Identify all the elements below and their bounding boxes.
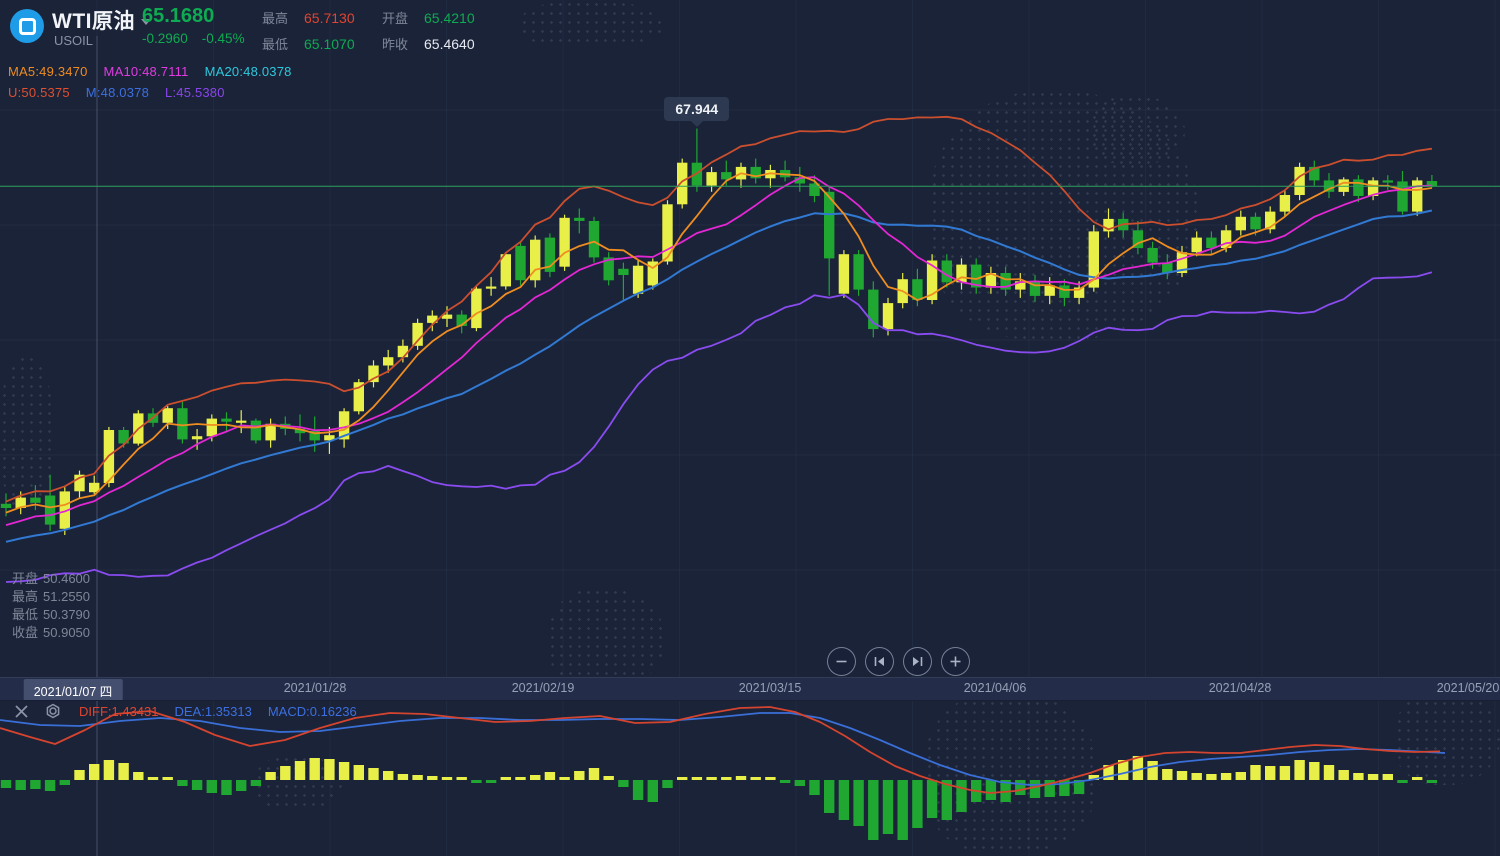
quote-stat-value: 65.4640	[424, 35, 475, 52]
date-label: 2021/02/19	[511, 681, 575, 695]
boll-legend: U:50.5375 M:48.0378 L:45.5380	[8, 85, 241, 100]
boll-lower-value: L:45.5380	[165, 85, 225, 100]
symbol-selector[interactable]: WTI原油	[52, 5, 151, 35]
price-change: -0.2960 -0.45%	[142, 31, 259, 46]
map-dots	[1090, 95, 1185, 165]
chevron-down-icon	[140, 19, 151, 25]
boll-mid-value: M:48.0378	[85, 85, 150, 100]
quote-stat-label: 最高	[262, 11, 289, 26]
ma5-value: MA5:49.3470	[8, 64, 88, 79]
zoom-in-button[interactable]	[941, 647, 970, 676]
quote-stat-value: 65.1070	[304, 35, 355, 52]
header: WTI原油 USOIL 65.1680 -0.2960 -0.45% 最高 65.7…	[0, 0, 1500, 56]
map-dots	[520, 0, 665, 48]
last-price: 65.1680	[142, 5, 215, 27]
symbol-code: USOIL	[54, 33, 94, 48]
quote-stats: 最高 65.7130 开盘 65.4210 最低 65.1070 昨收 65.4640	[262, 8, 498, 53]
ohlc-tooltip-row: 收盘 50.9050	[12, 625, 91, 640]
date-label: 2021/05/20	[1436, 681, 1500, 695]
date-label: 2021/01/28	[283, 681, 347, 695]
step-forward-button[interactable]	[903, 647, 932, 676]
quote-stat-label: 开盘	[382, 11, 409, 26]
boll-upper-value: U:50.5375	[8, 85, 70, 100]
change-percent: -0.45%	[201, 31, 245, 46]
skip-forward-icon	[913, 657, 923, 666]
macd-header: DIFF:1.43431 DEA:1.35313 MACD:0.16236	[0, 700, 1500, 722]
symbol-name: WTI原油	[52, 10, 135, 33]
indicator-settings-button[interactable]	[45, 703, 61, 719]
step-back-button[interactable]	[865, 647, 894, 676]
quote-stat-value: 65.7130	[304, 9, 355, 26]
dea-value: DEA:1.35313	[174, 703, 252, 719]
map-dots	[925, 690, 1100, 855]
minus-icon	[836, 660, 847, 663]
macd-value: MACD:0.16236	[267, 703, 357, 719]
ma20-value: MA20:48.0378	[204, 64, 292, 79]
close-indicator-button[interactable]	[14, 704, 29, 719]
date-label: 2021/04/28	[1208, 681, 1272, 695]
chart-nav	[827, 647, 970, 676]
map-dots	[0, 355, 55, 510]
zoom-out-button[interactable]	[827, 647, 856, 676]
quote-stat-value: 65.4210	[424, 9, 475, 26]
ohlc-tooltip-row: 开盘 50.4600	[12, 571, 91, 586]
crosshair-ohlc-tooltip: 开盘 50.4600 最高 51.2550 最低 50.3790 收盘 50.9050	[12, 570, 90, 642]
map-dots	[548, 588, 666, 688]
macd-values: DIFF:1.43431 DEA:1.35313 MACD:0.16236	[79, 704, 373, 719]
quote-stat-label: 昨收	[382, 37, 409, 52]
date-label: 2021/04/06	[963, 681, 1027, 695]
broker-logo-icon	[10, 9, 44, 43]
ohlc-tooltip-row: 最低 50.3790	[12, 607, 91, 622]
plus-icon	[950, 656, 961, 667]
date-label: 2021/03/15	[738, 681, 802, 695]
quote-stat-label: 最低	[262, 37, 289, 52]
change-value: -0.2960	[142, 31, 188, 46]
map-dots	[1395, 690, 1500, 785]
ma-legend: MA5:49.3470 MA10:48.7111 MA20:48.0378	[8, 64, 308, 79]
ohlc-tooltip-row: 最高 51.2550	[12, 589, 91, 604]
skip-back-icon	[874, 657, 884, 666]
settings-target-icon	[46, 703, 60, 719]
date-label-selected: 2021/01/07 四	[23, 679, 123, 700]
price-marker-tooltip: 67.944	[664, 97, 730, 127]
close-icon	[15, 704, 28, 718]
ma10-value: MA10:48.7111	[103, 64, 189, 79]
date-axis[interactable]: 2021/01/07 四 2021/01/28 2021/02/19 2021/03/…	[0, 677, 1500, 701]
diff-value: DIFF:1.43431	[79, 703, 159, 719]
